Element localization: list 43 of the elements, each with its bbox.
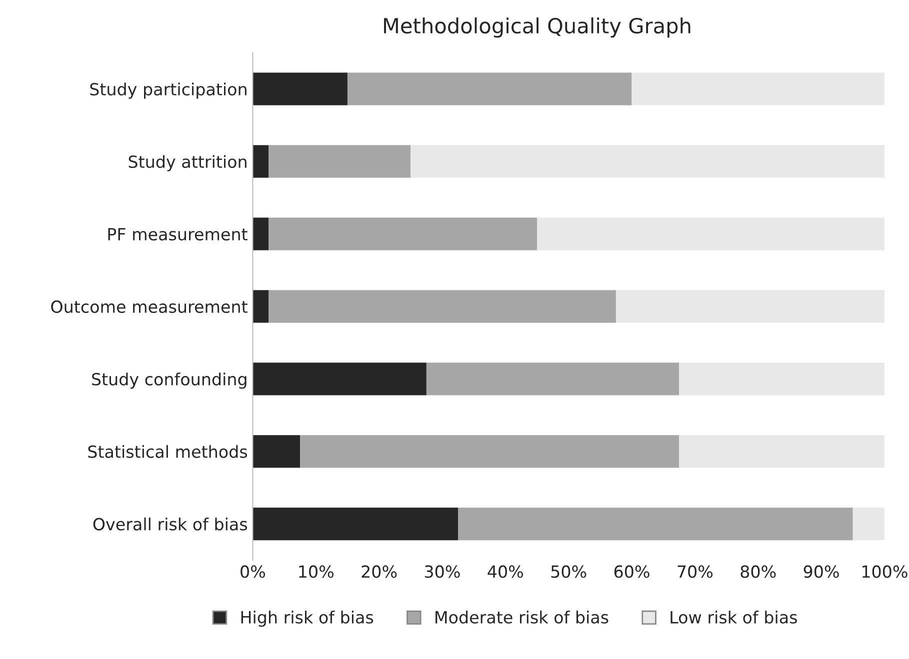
bar: [852, 508, 884, 540]
y-tick-label: Overall risk of bias: [93, 518, 248, 530]
chart-title: Methodological Quality Graph: [384, 17, 690, 38]
y-tick-label: Study attrition: [128, 155, 246, 172]
x-tick-label: 10%: [299, 565, 334, 578]
bar: [252, 362, 426, 396]
y-tick-label: Statistical methods: [88, 445, 248, 458]
legend-label: Moderate risk of bias: [436, 610, 608, 624]
x-tick-label: 70%: [678, 565, 713, 578]
legend-label: Low risk of bias: [670, 610, 797, 624]
x-tick-label: 30%: [424, 565, 460, 578]
x-tick-label: 20%: [362, 565, 397, 578]
x-tick-label: 50%: [551, 565, 586, 578]
bar: [410, 145, 884, 178]
bar: [616, 290, 884, 323]
bar: [458, 508, 853, 540]
y-tick-label: Outcome measurement: [51, 300, 248, 314]
y-tick-label: Study confounding: [92, 372, 246, 389]
bar: [347, 72, 632, 106]
bar: [252, 218, 268, 250]
x-tick-label: 0%: [240, 565, 265, 578]
bar: [252, 508, 458, 540]
bar: [679, 435, 884, 468]
bar: [536, 218, 884, 250]
bar: [268, 145, 411, 178]
y-tick-label: PF measurement: [108, 228, 248, 241]
bar: [679, 362, 884, 396]
x-tick-label: 60%: [614, 565, 650, 578]
bar: [268, 290, 616, 323]
bar: [252, 72, 348, 106]
x-tick-label: 100%: [862, 565, 908, 578]
x-tick-label: 40%: [488, 565, 524, 578]
bar: [300, 435, 680, 468]
bar: [632, 72, 884, 106]
legend-label: High risk of bias: [241, 610, 374, 627]
bar: [268, 218, 537, 250]
x-tick-label: 90%: [804, 565, 839, 578]
bar: [426, 362, 680, 396]
bar: [252, 145, 268, 178]
x-tick-label: 80%: [740, 565, 776, 578]
bar: [252, 435, 300, 468]
bar: [252, 290, 268, 323]
y-tick-label: Study participation: [90, 82, 246, 99]
